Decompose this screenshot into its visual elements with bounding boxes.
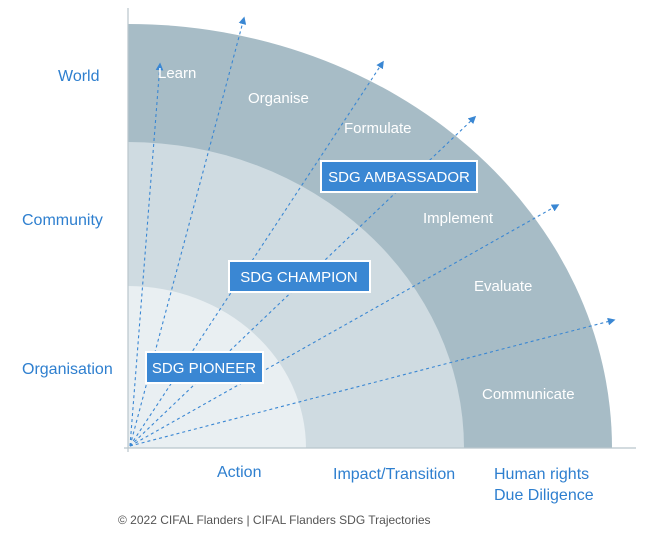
step-organise: Organise xyxy=(248,90,309,107)
x-label-impact-transition: Impact/Transition xyxy=(333,466,455,483)
step-formulate: Formulate xyxy=(344,120,412,137)
badge-ambassador: SDG AMBASSADOR xyxy=(320,160,478,193)
dashed-arrow-icon xyxy=(129,60,384,447)
badge-champion-label: SDG CHAMPION xyxy=(240,269,358,286)
badge-pioneer-label: SDG PIONEER xyxy=(152,360,256,377)
step-evaluate: Evaluate xyxy=(474,278,532,295)
badge-pioneer: SDG PIONEER xyxy=(145,351,264,384)
dashed-arrow-icon xyxy=(129,62,164,447)
y-label-organisation: Organisation xyxy=(22,361,113,378)
x-label-action: Action xyxy=(217,464,261,481)
x-label-due-diligence: Due Diligence xyxy=(494,487,594,504)
y-label-world: World xyxy=(58,68,100,85)
x-label-human-rights: Human rights xyxy=(494,466,589,483)
dashed-arrow-icon xyxy=(129,204,560,447)
dashed-arrow-icon xyxy=(129,317,616,447)
y-label-community: Community xyxy=(22,212,103,229)
step-learn: Learn xyxy=(158,65,196,82)
step-implement: Implement xyxy=(423,210,494,227)
footer-credit: © 2022 CIFAL Flanders | CIFAL Flanders S… xyxy=(118,513,431,527)
badge-champion: SDG CHAMPION xyxy=(228,260,371,293)
step-communicate: Communicate xyxy=(482,386,575,403)
badge-ambassador-label: SDG AMBASSADOR xyxy=(328,169,470,186)
